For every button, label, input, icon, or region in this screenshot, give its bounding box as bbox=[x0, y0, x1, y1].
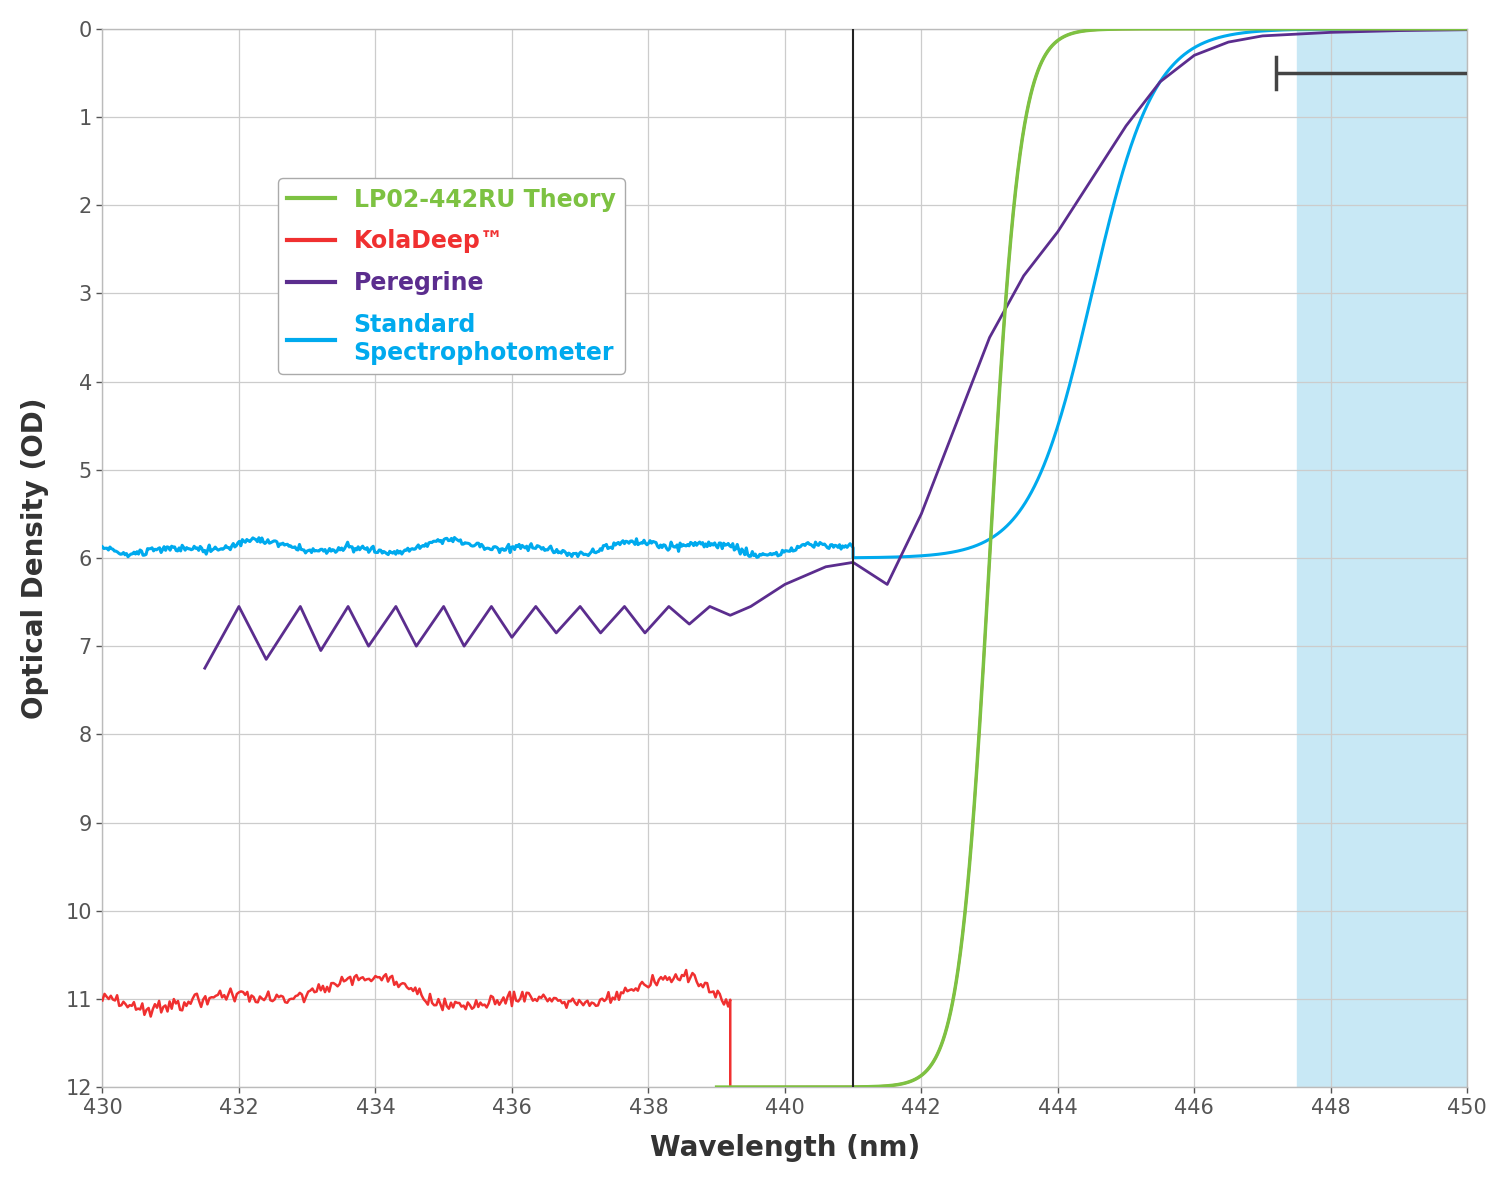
Y-axis label: Optical Density (OD): Optical Density (OD) bbox=[21, 397, 48, 719]
Legend: LP02-442RU Theory, KolaDeep™, Peregrine, Standard
Spectrophotometer: LP02-442RU Theory, KolaDeep™, Peregrine,… bbox=[277, 179, 624, 374]
Bar bbox=[1297, 28, 1475, 1087]
X-axis label: Wavelength (nm): Wavelength (nm) bbox=[650, 1134, 920, 1162]
